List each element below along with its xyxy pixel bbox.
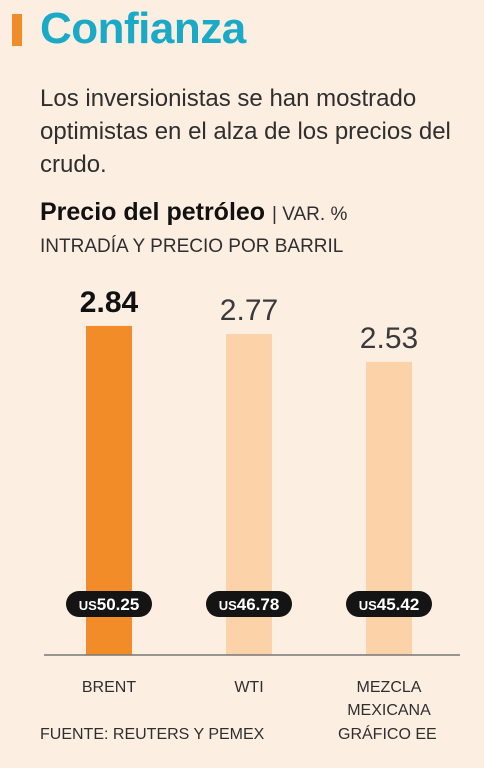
- price-label: US45.42: [359, 595, 420, 614]
- source-note: FUENTE: REUTERS Y PEMEX: [40, 726, 265, 743]
- category-label: MEZCLA MEXICANA: [347, 679, 431, 719]
- price-badge: [206, 591, 292, 617]
- value-label: 2.84: [80, 286, 139, 319]
- page-title: Confianza: [40, 4, 246, 53]
- price-label: US46.78: [219, 595, 280, 614]
- credit-note: GRÁFICO EE: [338, 726, 437, 743]
- accent-bar: [12, 14, 22, 46]
- price-badge: [346, 591, 432, 617]
- chart-subtitle-inline: | VAR. %: [272, 204, 348, 225]
- price-label: US50.25: [79, 595, 140, 614]
- chart-subtitle: INTRADÍA Y PRECIO POR BARRIL: [40, 236, 344, 257]
- chart-title: Precio del petróleo | VAR. %: [40, 198, 347, 227]
- chart-title-text: Precio del petróleo: [40, 198, 266, 226]
- value-label: 2.77: [220, 294, 278, 327]
- price-badge: [66, 591, 152, 617]
- page-subtitle: Los inversionistas se han mostrado optim…: [40, 85, 451, 178]
- category-label: BRENT: [82, 679, 136, 696]
- value-label: 2.53: [360, 322, 418, 355]
- category-label: WTI: [234, 679, 263, 696]
